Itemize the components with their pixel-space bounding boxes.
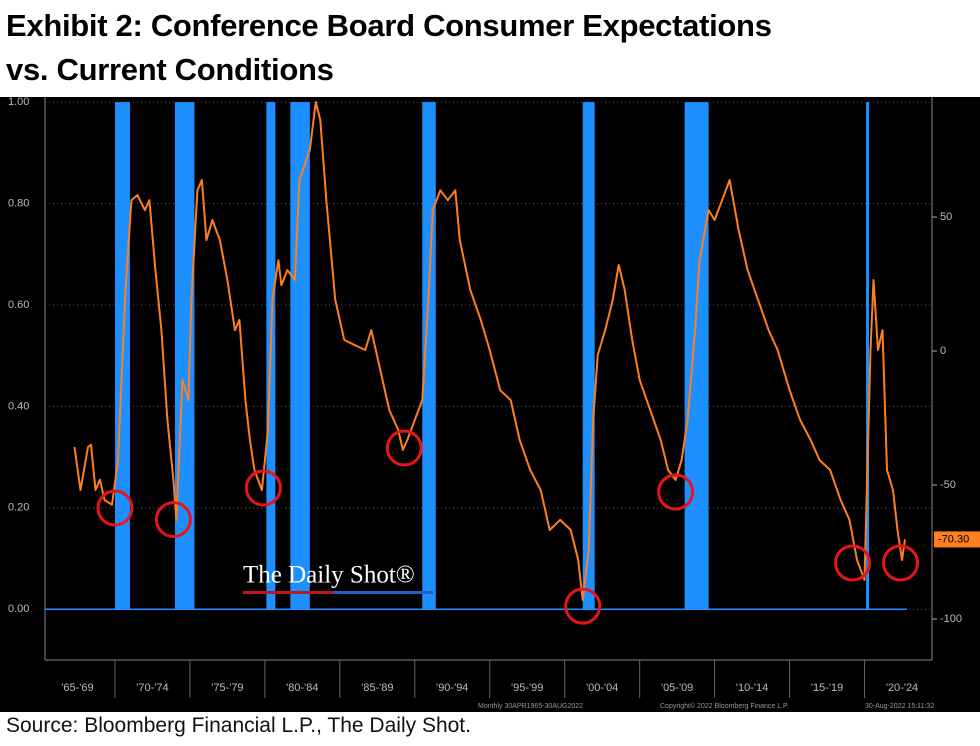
highlight-circle	[96, 489, 134, 527]
x-tick-label: '75-'79	[211, 682, 243, 694]
highlight-circle	[244, 469, 282, 507]
y-tick-label: 0.00	[8, 603, 29, 615]
x-tick-label: '05-'09	[661, 682, 693, 694]
title: Exhibit 2: Conference Board Consumer Exp…	[6, 4, 772, 92]
recession-bar	[684, 102, 709, 610]
highlight-circle	[834, 544, 872, 582]
x-tick-label: '70-'74	[136, 682, 168, 694]
last-value-label: -70.30	[938, 533, 969, 545]
recession-bar	[290, 102, 310, 610]
x-tick-label: '00-'04	[586, 682, 618, 694]
title-line: Exhibit 2: Conference Board Consumer Exp…	[6, 8, 772, 43]
watermark: The Daily Shot®	[243, 562, 415, 589]
y2-tick-label: -50	[940, 479, 956, 491]
x-tick-label: '95-'99	[511, 682, 543, 694]
recession-bar	[866, 102, 870, 610]
series-line	[73, 101, 906, 601]
y2-tick-label: -100	[940, 613, 962, 625]
x-tick-label: '20-'24	[886, 682, 918, 694]
y2-tick-label: 50	[940, 211, 952, 223]
highlight-circle	[154, 501, 192, 539]
y2-tick-label: 0	[940, 345, 946, 357]
x-tick-label: '85-'89	[361, 682, 393, 694]
x-tick-label: '90-'94	[436, 682, 468, 694]
footer-text: Copyright© 2022 Bloomberg Finance L.P.	[660, 702, 789, 710]
x-tick-label: '80-'84	[286, 682, 318, 694]
source: Source: Bloomberg Financial L.P., The Da…	[6, 714, 471, 737]
last-value-tag	[934, 531, 980, 548]
highlight-circle	[564, 587, 602, 625]
x-tick-label: '10-'14	[736, 682, 768, 694]
chart: 0.00 0.20 0.40 0.60 0.80 1.00 -100 -50 0 50 '65-'6…	[0, 97, 980, 712]
highlight-circle	[657, 473, 695, 511]
y-tick-label: 0.60	[8, 299, 29, 311]
y-tick-label: 1.00	[8, 97, 29, 108]
footer-text: Monthly 30APR1965-30AUG2022	[478, 703, 583, 710]
highlight-circle	[385, 429, 423, 467]
watermark-rule	[243, 591, 333, 594]
recession-bar	[174, 102, 195, 610]
footer-text: 30-Aug-2022 15:11:32	[865, 703, 934, 710]
watermark-rule	[333, 591, 433, 594]
recession-bar	[582, 102, 595, 610]
highlight-circle	[882, 544, 920, 582]
title-line: vs. Current Conditions	[6, 52, 334, 87]
y-tick-label: 0.20	[8, 502, 29, 514]
y-tick-label: 0.40	[8, 400, 29, 412]
x-tick-label: '65-'69	[61, 682, 93, 694]
x-tick-label: '15-'19	[811, 682, 843, 694]
y-tick-label: 0.80	[8, 197, 29, 209]
